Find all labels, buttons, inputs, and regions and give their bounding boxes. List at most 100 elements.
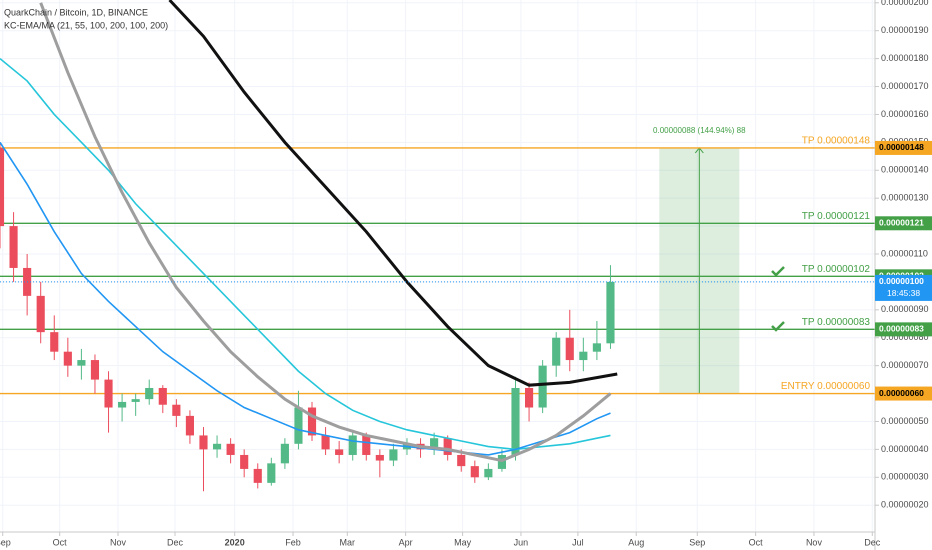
- x-tick-label: Jul: [572, 537, 584, 547]
- x-tick-label: Oct: [749, 537, 764, 547]
- price-tag-label: 0.00000148: [879, 142, 924, 152]
- x-tick-label: Mar: [340, 537, 356, 547]
- candle-body: [335, 449, 344, 455]
- candle-body: [145, 387, 154, 400]
- x-tick-label: Feb: [285, 537, 301, 547]
- candle-body: [185, 415, 194, 436]
- candle-body: [226, 443, 235, 455]
- candle-body: [118, 401, 127, 408]
- y-tick-label: 0.00000130: [881, 193, 929, 203]
- candle-body: [375, 454, 384, 461]
- candle-body: [484, 468, 493, 478]
- candle-body: [104, 379, 113, 408]
- last-price-label: 0.00000100: [879, 276, 924, 286]
- x-tick-label: Aug: [628, 537, 644, 547]
- x-tick-label: Apr: [399, 537, 413, 547]
- candle-body: [443, 438, 452, 455]
- x-tick-label: Dec: [864, 537, 881, 547]
- candle-body: [172, 404, 181, 416]
- x-tick-label: May: [454, 537, 472, 547]
- price-tag-label: 0.00000083: [879, 324, 924, 334]
- level-label: TP 0.00000148: [802, 136, 871, 147]
- candle-body: [430, 438, 439, 450]
- ma-line: [39, 2, 612, 463]
- measure-label: 0.00000088 (144.94%) 88: [653, 126, 746, 135]
- y-tick-label: 0.00000200: [881, 0, 929, 7]
- candle-body: [389, 449, 398, 461]
- y-tick-label: 0.00000090: [881, 304, 929, 314]
- y-tick-label: 0.00000080: [881, 332, 929, 342]
- x-tick-label: Nov: [806, 537, 823, 547]
- x-tick-label: Jun: [514, 537, 529, 547]
- level-label: TP 0.00000121: [802, 211, 871, 222]
- candle-body: [457, 454, 466, 467]
- price-tag: [875, 322, 932, 337]
- candle-body: [592, 343, 601, 352]
- candle-body: [321, 435, 330, 450]
- ma-line: [0, 141, 611, 456]
- candle-body: [63, 351, 72, 366]
- y-tick-label: 0.00000190: [881, 25, 929, 35]
- candle-body: [9, 226, 18, 268]
- y-tick-label: 0.00000140: [881, 165, 929, 175]
- y-tick-label: 0.00000170: [881, 81, 929, 91]
- candle-body: [362, 435, 371, 455]
- check-mark: [771, 321, 785, 332]
- ma-line: [168, 0, 618, 387]
- candle-body: [307, 407, 317, 436]
- candle-body: [348, 435, 357, 455]
- candle-body: [470, 466, 479, 478]
- x-tick-label: Sep: [0, 537, 11, 547]
- chart-title: QuarkChain / Bitcoin, 1D, BINANCE: [4, 7, 148, 17]
- y-tick-label: 0.00000070: [881, 360, 929, 370]
- indicator-label: KC-EMA/MA (21, 55, 100, 200, 100, 200): [4, 20, 168, 30]
- candle-body: [606, 281, 615, 344]
- overlay: TP 0.00000148 TP 0.00000121 TP 0.00000102 T…: [781, 136, 871, 393]
- y-tick-label: 0.00000040: [881, 444, 929, 454]
- x-tick-label: 2020: [225, 537, 245, 547]
- candle-body: [158, 387, 167, 405]
- candle-body: [131, 399, 140, 402]
- candle-body: [579, 351, 588, 361]
- candle-body: [294, 407, 303, 444]
- x-tick-label: Sep: [689, 537, 705, 547]
- y-tick-label: 0.00000020: [881, 500, 929, 510]
- candle-body: [199, 435, 208, 450]
- price-tag: [875, 386, 932, 401]
- last-price-tag: [875, 274, 932, 301]
- price-tag: [875, 140, 932, 155]
- candle-body: [565, 337, 574, 361]
- candle-body: [77, 360, 86, 366]
- candle-body: [552, 337, 561, 366]
- y-tick-label: 0.00000180: [881, 53, 929, 63]
- x-tick-label: Oct: [53, 537, 68, 547]
- candle-body: [280, 443, 289, 464]
- level-label: TP 0.00000102: [802, 264, 871, 275]
- x-tick-label: Dec: [167, 537, 184, 547]
- price-tag: [875, 216, 932, 231]
- level-label: ENTRY 0.00000060: [781, 381, 871, 392]
- check-mark: [771, 266, 785, 277]
- y-tick-label: 0.00000050: [881, 416, 929, 426]
- candle-body: [511, 387, 520, 455]
- price-tag-label: 0.00000060: [879, 388, 924, 398]
- candle-body: [538, 365, 547, 408]
- candle-body: [36, 295, 45, 333]
- price-tag-label: 0.00000121: [879, 218, 924, 228]
- candle-body: [90, 360, 100, 380]
- y-tick-label: 0.00000030: [881, 472, 929, 482]
- candle-body: [0, 147, 5, 227]
- ma-line: [0, 57, 611, 451]
- candle-body: [253, 468, 262, 483]
- candle-body: [240, 454, 249, 469]
- candle-body: [267, 463, 276, 483]
- candle-body: [212, 443, 222, 450]
- level-label: TP 0.00000083: [802, 317, 871, 328]
- y-tick-label: 0.00000160: [881, 109, 929, 119]
- candle-body: [50, 332, 59, 352]
- y-tick-label: 0.00000110: [881, 248, 928, 258]
- plot-area: [0, 0, 875, 532]
